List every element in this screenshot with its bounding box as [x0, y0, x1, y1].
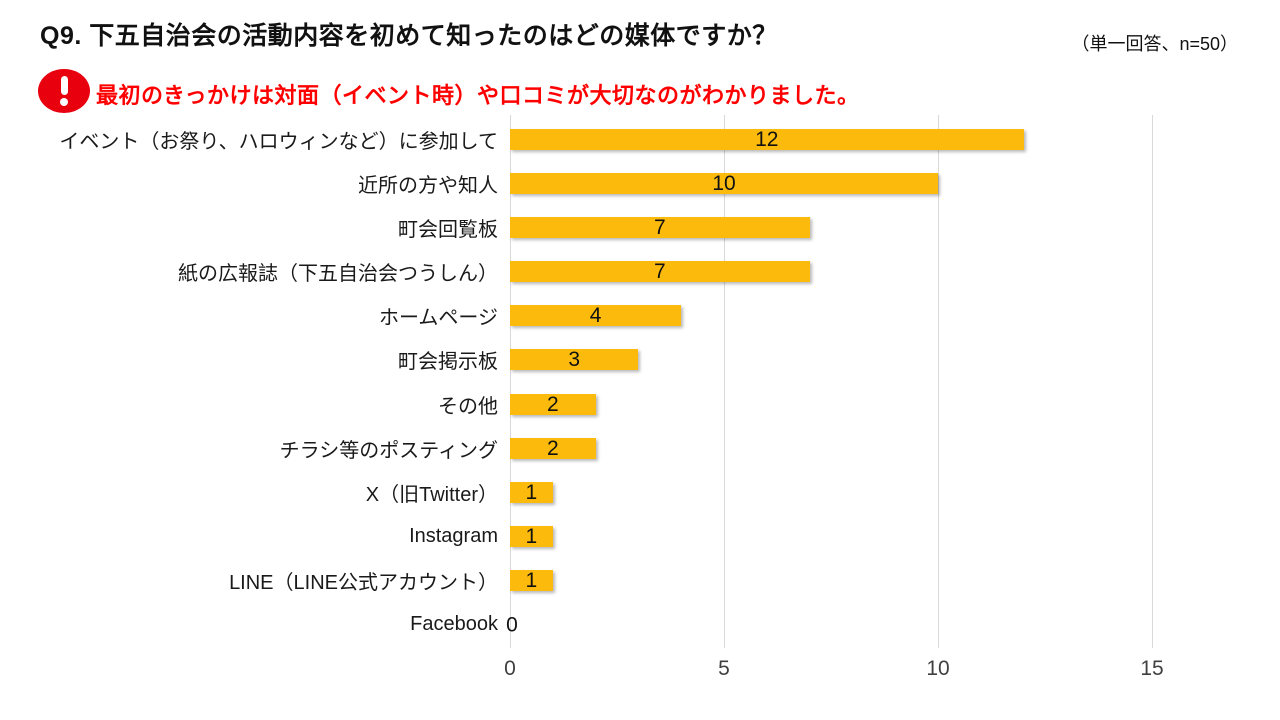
gridline [510, 115, 511, 648]
value-label: 10 [712, 171, 736, 195]
bar-track: 0 [506, 603, 1280, 647]
x-tick-label: 15 [1140, 657, 1164, 680]
category-label: Instagram [409, 524, 498, 547]
page-title: Q9. 下五自治会の活動内容を初めて知ったのはどの媒体ですか？ [40, 22, 778, 50]
chart-row: 紙の広報誌（下五自治会つうしん） 7 [0, 249, 1280, 293]
bar: 2 [510, 436, 596, 460]
bar-track: 10 [510, 161, 1280, 205]
chart-row: 町会掲示板 3 [0, 338, 1280, 382]
x-tick-label: 0 [504, 657, 516, 680]
insight-text: 最初のきっかけは対面（イベント時）や口コミが大切なのがわかりました。 [96, 83, 860, 108]
exclamation-bar [60, 76, 68, 95]
bar-chart: イベント（お祭り、ハロウィンなど）に参加して 12 近所の方や知人 10 町会回覧板 7 紙… [0, 115, 1280, 702]
x-tick-label: 5 [718, 657, 730, 680]
bar: 10 [510, 171, 938, 195]
chart-row: イベント（お祭り、ハロウィンなど）に参加して 12 [0, 117, 1280, 161]
gridline [938, 115, 939, 648]
value-label: 7 [653, 215, 666, 239]
value-label: 12 [755, 127, 779, 151]
chart-row: 町会回覧板 7 [0, 205, 1280, 249]
bar-track: 3 [510, 338, 1280, 382]
chart-row: ホームページ 4 [0, 294, 1280, 338]
bar: 7 [510, 215, 810, 239]
bar-track: 12 [510, 117, 1280, 161]
category-label: その他 [438, 395, 498, 418]
value-label: 3 [568, 348, 581, 372]
category-label: LINE（LINE公式アカウント） [229, 572, 498, 595]
bar: 1 [510, 569, 553, 593]
chart-row: Instagram 1 [0, 514, 1280, 558]
category-label: Facebook [410, 613, 498, 636]
bar-track: 2 [510, 382, 1280, 426]
bar-track: 1 [510, 559, 1280, 603]
bar-track: 2 [510, 426, 1280, 470]
chart-row: その他 2 [0, 382, 1280, 426]
category-label: チラシ等のポスティング [279, 439, 498, 462]
bar: 4 [510, 304, 682, 328]
chart-row: Facebook 0 [0, 603, 1280, 647]
value-label: 0 [506, 613, 518, 637]
bar: 2 [510, 392, 596, 416]
sample-size-note: （単一回答、n=50） [1071, 34, 1238, 54]
exclamation-dot [60, 98, 68, 106]
bar-track: 1 [510, 514, 1280, 558]
exclamation-icon [38, 69, 90, 113]
bar: 12 [510, 127, 1024, 151]
chart-row: X（旧Twitter） 1 [0, 470, 1280, 514]
category-label: イベント（お祭り、ハロウィンなど）に参加して [59, 130, 498, 153]
bar-track: 7 [510, 205, 1280, 249]
gridline [1152, 115, 1153, 648]
bar: 3 [510, 348, 639, 372]
chart-row: LINE（LINE公式アカウント） 1 [0, 559, 1280, 603]
category-label: 紙の広報誌（下五自治会つうしん） [178, 263, 498, 286]
bar-track: 1 [510, 470, 1280, 514]
value-label: 1 [525, 480, 538, 504]
category-label: 近所の方や知人 [358, 174, 498, 197]
value-label: 1 [525, 569, 538, 593]
bar-track: 7 [510, 249, 1280, 293]
bar-track: 4 [510, 294, 1280, 338]
category-label: 町会掲示板 [398, 351, 498, 374]
category-label: 町会回覧板 [398, 218, 498, 241]
value-label: 2 [546, 436, 559, 460]
chart-row: チラシ等のポスティング 2 [0, 426, 1280, 470]
chart-rows: イベント（お祭り、ハロウィンなど）に参加して 12 近所の方や知人 10 町会回覧板 7 紙… [0, 117, 1280, 647]
category-label: X（旧Twitter） [365, 483, 498, 506]
value-label: 2 [546, 392, 559, 416]
value-label: 7 [653, 260, 666, 284]
bar: 1 [510, 480, 553, 504]
bar: 7 [510, 260, 810, 284]
value-label: 4 [589, 304, 602, 328]
category-label: ホームページ [379, 307, 498, 330]
chart-row: 近所の方や知人 10 [0, 161, 1280, 205]
value-label: 1 [525, 524, 538, 548]
gridline [724, 115, 725, 648]
x-tick-label: 10 [926, 657, 950, 680]
bar: 1 [510, 524, 553, 548]
